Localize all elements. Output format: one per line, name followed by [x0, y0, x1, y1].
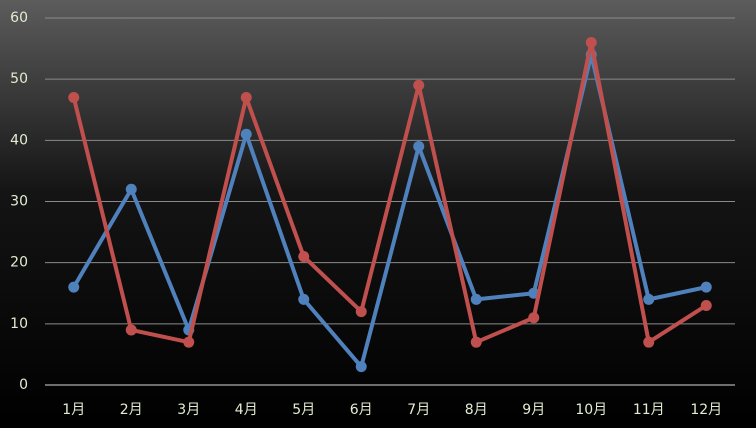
- data-point: [413, 140, 425, 152]
- x-tick-label: 1月: [62, 402, 85, 418]
- data-point: [643, 293, 655, 305]
- data-point: [240, 92, 252, 104]
- x-tick-label: 6月: [350, 402, 373, 418]
- data-point: [355, 306, 367, 318]
- data-point: [470, 293, 482, 305]
- data-point: [470, 336, 482, 348]
- data-point: [125, 324, 137, 336]
- data-point: [355, 361, 367, 373]
- x-tick-label: 9月: [522, 402, 545, 418]
- data-point: [643, 336, 655, 348]
- data-point: [68, 92, 80, 104]
- x-tick-label: 11月: [633, 402, 665, 418]
- x-tick-label: 8月: [465, 402, 488, 418]
- data-point: [298, 293, 310, 305]
- data-point: [68, 281, 80, 293]
- x-tick-label: 2月: [120, 402, 143, 418]
- x-tick-label: 3月: [177, 402, 200, 418]
- data-point: [298, 251, 310, 263]
- x-tick-label: 7月: [407, 402, 430, 418]
- series-line: [71, 40, 708, 345]
- data-point: [700, 281, 712, 293]
- data-point: [125, 183, 137, 195]
- y-tick-label: 0: [19, 377, 28, 393]
- y-tick-label: 30: [10, 194, 28, 210]
- data-point: [700, 299, 712, 311]
- data-point: [240, 128, 252, 140]
- x-tick-label: 10月: [575, 402, 607, 418]
- data-point: [585, 36, 597, 48]
- y-tick-label: 10: [10, 316, 28, 332]
- y-tick-label: 20: [10, 255, 28, 271]
- x-tick-label: 12月: [690, 402, 722, 418]
- data-point: [183, 336, 195, 348]
- x-tick-label: 5月: [292, 402, 315, 418]
- data-point: [528, 312, 540, 324]
- y-tick-label: 40: [10, 132, 28, 148]
- x-tick-label: 4月: [235, 402, 258, 418]
- y-tick-label: 60: [10, 10, 28, 26]
- y-tick-label: 50: [10, 71, 28, 87]
- data-point: [413, 79, 425, 91]
